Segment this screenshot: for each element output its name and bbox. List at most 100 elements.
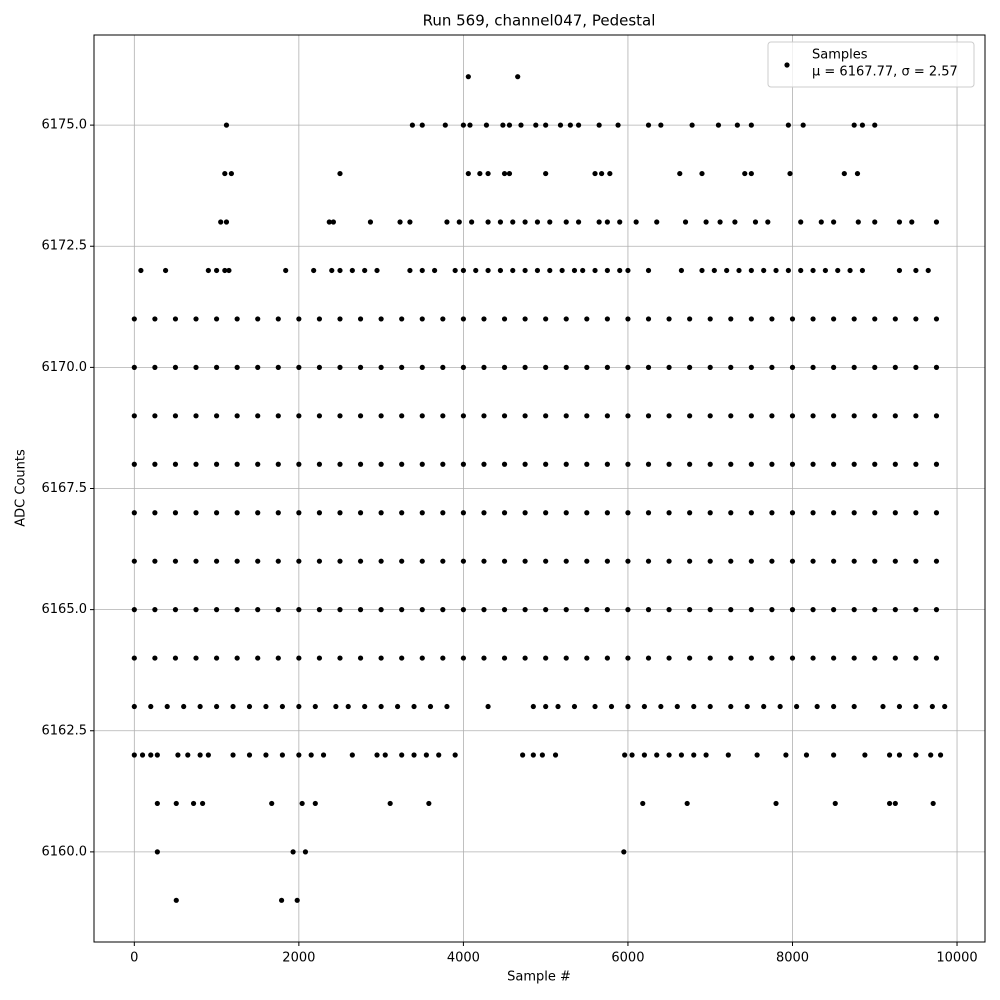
point xyxy=(175,752,181,758)
point xyxy=(181,703,187,710)
point xyxy=(841,170,847,177)
point xyxy=(563,510,569,516)
point xyxy=(234,461,240,467)
point xyxy=(419,364,425,370)
point xyxy=(625,510,631,516)
point xyxy=(193,607,199,613)
point xyxy=(645,558,652,564)
point xyxy=(835,267,841,274)
point xyxy=(851,558,857,564)
point xyxy=(744,703,750,710)
point xyxy=(687,413,693,419)
point xyxy=(892,655,898,661)
point xyxy=(584,558,590,564)
point xyxy=(234,607,240,613)
point xyxy=(831,510,837,516)
point xyxy=(263,752,269,758)
point xyxy=(269,800,275,807)
point xyxy=(522,558,528,564)
point xyxy=(522,461,528,467)
point xyxy=(810,655,816,661)
point xyxy=(275,510,281,516)
point xyxy=(622,752,628,758)
point xyxy=(296,316,302,322)
point xyxy=(557,122,564,128)
point xyxy=(592,267,598,274)
point xyxy=(913,607,919,613)
point xyxy=(552,752,559,758)
point xyxy=(456,219,462,225)
point xyxy=(892,800,898,807)
point xyxy=(584,413,590,419)
point xyxy=(481,413,487,419)
point xyxy=(769,655,775,661)
y-tick-label: 6172.5 xyxy=(42,239,88,254)
point xyxy=(399,316,405,322)
point xyxy=(645,267,652,274)
point xyxy=(409,122,415,128)
point xyxy=(724,267,730,274)
point xyxy=(645,413,652,419)
point xyxy=(213,316,220,322)
point xyxy=(407,219,413,225)
point xyxy=(789,316,796,322)
point xyxy=(682,219,689,225)
point xyxy=(501,461,508,467)
point xyxy=(485,703,491,710)
point xyxy=(522,364,528,370)
point xyxy=(522,219,528,225)
point xyxy=(859,267,866,274)
point xyxy=(872,413,878,419)
point xyxy=(666,316,672,322)
point xyxy=(399,655,405,661)
point xyxy=(543,122,549,128)
point xyxy=(444,703,450,710)
point xyxy=(851,607,857,613)
point xyxy=(294,897,300,903)
point xyxy=(349,267,355,274)
point xyxy=(223,219,230,225)
point xyxy=(604,461,610,467)
point xyxy=(872,607,878,613)
point xyxy=(625,461,631,467)
point xyxy=(131,703,137,710)
point xyxy=(357,461,364,467)
point xyxy=(862,752,868,758)
point xyxy=(645,122,652,128)
point xyxy=(896,267,903,274)
point xyxy=(596,219,602,225)
point xyxy=(193,461,199,467)
point xyxy=(473,267,479,274)
point xyxy=(798,267,804,274)
point xyxy=(803,752,810,758)
point xyxy=(316,364,323,370)
point xyxy=(190,800,197,807)
point xyxy=(872,219,878,225)
point xyxy=(892,316,898,322)
point xyxy=(625,703,631,710)
point xyxy=(308,752,314,758)
point xyxy=(715,122,722,128)
point xyxy=(228,170,234,177)
point xyxy=(604,219,610,225)
point xyxy=(678,267,685,274)
point xyxy=(547,267,553,274)
point xyxy=(213,413,220,419)
point xyxy=(728,364,734,370)
point xyxy=(296,364,302,370)
point xyxy=(928,752,934,758)
point xyxy=(748,122,754,128)
point xyxy=(810,364,816,370)
point xyxy=(173,897,179,903)
point xyxy=(789,510,796,516)
point xyxy=(596,122,602,128)
point xyxy=(440,316,446,322)
point xyxy=(559,267,565,274)
point xyxy=(213,703,220,710)
point xyxy=(460,558,466,564)
y-tick-label: 6160.0 xyxy=(42,844,88,859)
point xyxy=(666,364,672,370)
point xyxy=(773,800,779,807)
point xyxy=(592,170,598,177)
point xyxy=(872,510,878,516)
